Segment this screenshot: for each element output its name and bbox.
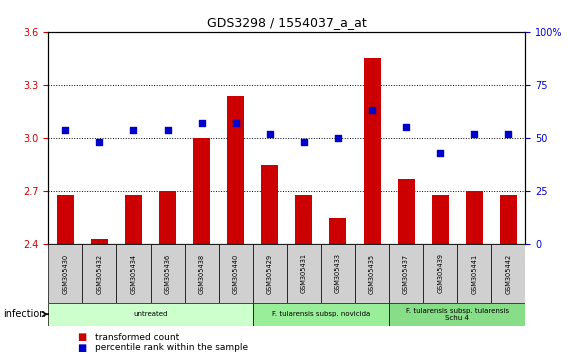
Point <box>61 127 70 132</box>
Text: GSM305442: GSM305442 <box>506 253 511 293</box>
Point <box>163 127 172 132</box>
Bar <box>287 244 321 303</box>
Bar <box>329 218 346 244</box>
Bar <box>48 244 82 303</box>
Bar <box>57 195 74 244</box>
Bar <box>261 165 278 244</box>
Title: GDS3298 / 1554037_a_at: GDS3298 / 1554037_a_at <box>207 16 367 29</box>
Bar <box>227 96 244 244</box>
Bar <box>91 239 108 244</box>
Point <box>129 127 138 132</box>
Point <box>197 120 206 126</box>
Text: GSM305438: GSM305438 <box>199 253 204 293</box>
Point <box>504 131 513 137</box>
Text: GSM305430: GSM305430 <box>62 253 68 293</box>
Point <box>470 131 479 137</box>
Bar <box>355 244 389 303</box>
Bar <box>193 138 210 244</box>
Bar <box>398 179 415 244</box>
Bar <box>159 191 176 244</box>
Text: infection: infection <box>3 309 45 319</box>
Text: F. tularensis subsp. tularensis
Schu 4: F. tularensis subsp. tularensis Schu 4 <box>406 308 509 321</box>
Text: GSM305435: GSM305435 <box>369 253 375 293</box>
Text: GSM305432: GSM305432 <box>97 253 102 293</box>
Point <box>231 120 240 126</box>
Bar <box>500 195 517 244</box>
Point <box>265 131 274 137</box>
Bar <box>82 244 116 303</box>
Text: F. tularensis subsp. novicida: F. tularensis subsp. novicida <box>272 311 370 317</box>
Bar <box>321 244 355 303</box>
Bar <box>491 244 525 303</box>
Bar <box>295 195 312 244</box>
Bar <box>48 303 253 326</box>
Bar <box>125 195 142 244</box>
Bar <box>219 244 253 303</box>
Text: ■: ■ <box>77 332 86 342</box>
Text: percentile rank within the sample: percentile rank within the sample <box>95 343 248 352</box>
Point <box>333 135 343 141</box>
Text: GSM305434: GSM305434 <box>131 253 136 293</box>
Bar <box>253 303 389 326</box>
Text: untreated: untreated <box>133 311 168 317</box>
Point <box>95 139 104 145</box>
Bar <box>116 244 151 303</box>
Point <box>402 125 411 130</box>
Text: GSM305433: GSM305433 <box>335 253 341 293</box>
Bar <box>432 195 449 244</box>
Point <box>367 108 377 113</box>
Bar <box>466 191 483 244</box>
Bar <box>423 244 457 303</box>
Bar <box>389 244 423 303</box>
Bar <box>151 244 185 303</box>
Text: GSM305439: GSM305439 <box>437 253 443 293</box>
Text: GSM305429: GSM305429 <box>267 253 273 293</box>
Text: GSM305431: GSM305431 <box>301 253 307 293</box>
Point <box>299 139 308 145</box>
Text: GSM305440: GSM305440 <box>233 253 239 293</box>
Text: GSM305441: GSM305441 <box>471 253 477 293</box>
Text: transformed count: transformed count <box>95 332 179 342</box>
Bar <box>364 58 381 244</box>
Bar <box>389 303 525 326</box>
Text: ■: ■ <box>77 343 86 353</box>
Bar <box>457 244 491 303</box>
Text: GSM305436: GSM305436 <box>165 253 170 293</box>
Text: GSM305437: GSM305437 <box>403 253 409 293</box>
Bar <box>185 244 219 303</box>
Point <box>436 150 445 156</box>
Bar <box>253 244 287 303</box>
